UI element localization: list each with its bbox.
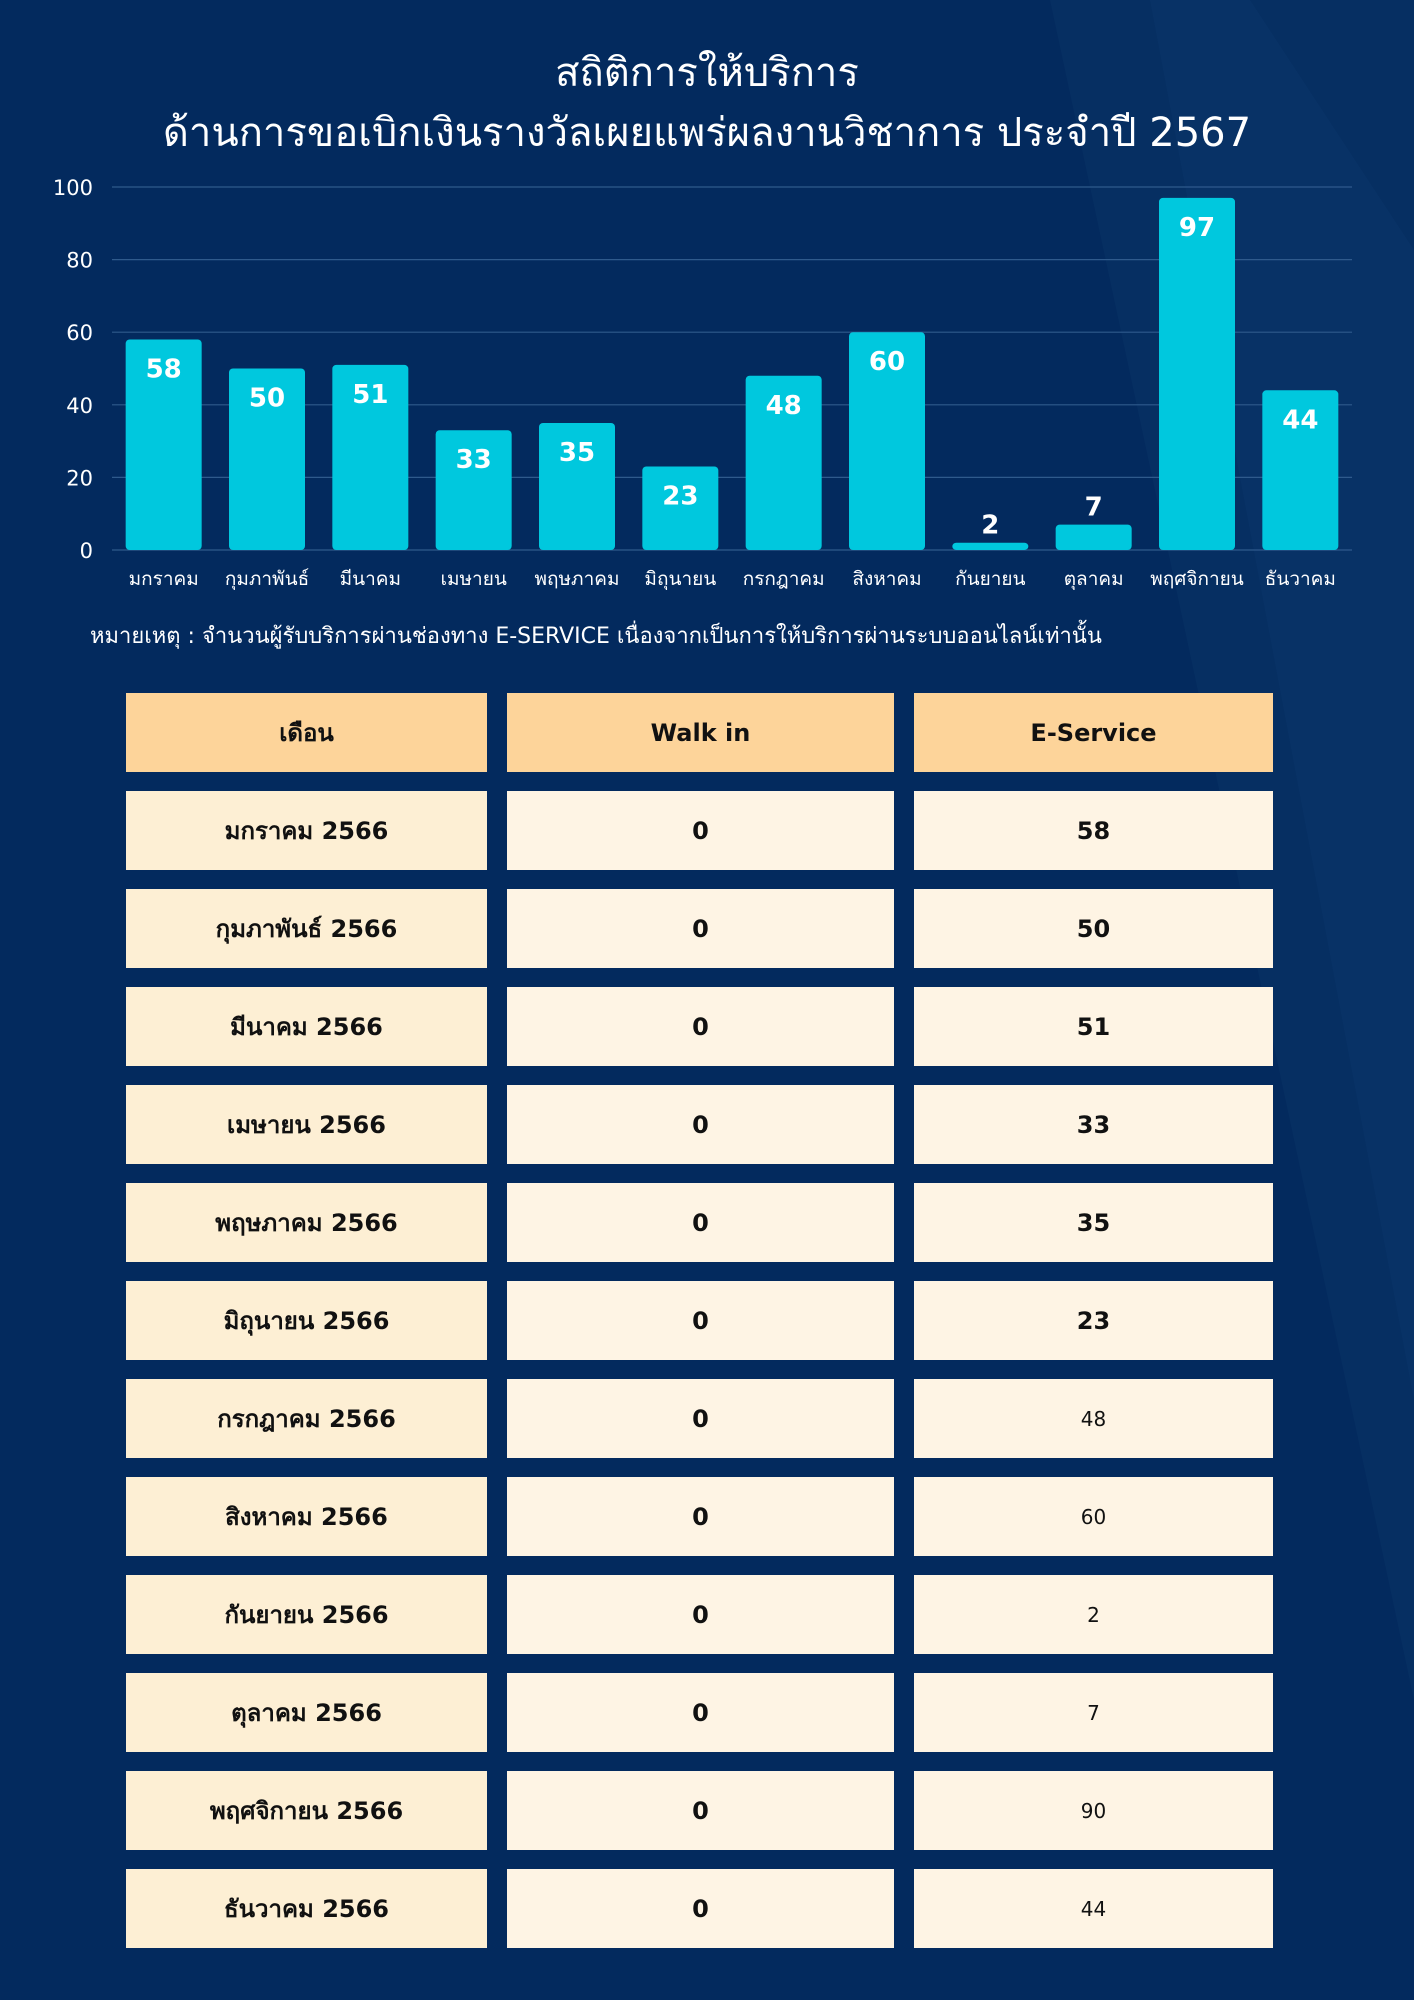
x-category-label: ธันวาคม [1265,568,1336,590]
eservice-cell: 48 [914,1379,1273,1458]
bar-1 [125,339,202,550]
eservice-cell: 50 [914,889,1273,968]
y-tick-label: 0 [80,539,93,563]
walkin-cell: 0 [507,1575,894,1654]
table-header-month: เดือน [126,693,487,772]
eservice-cell: 58 [914,791,1273,870]
bar-11 [1159,197,1235,550]
x-category-label: มกราคม [129,568,199,590]
month-cell: ธันวาคม 2566 [126,1869,487,1948]
walkin-cell: 0 [507,1869,894,1948]
month-cell: พฤษภาคม 2566 [126,1183,487,1262]
data-label: 48 [766,391,802,421]
eservice-cell: 51 [914,987,1273,1066]
month-cell: พฤศจิกายน 2566 [126,1771,487,1850]
month-cell: มกราคม 2566 [126,791,487,870]
x-category-label: มิถุนายน [644,568,716,591]
walkin-cell: 0 [507,1771,894,1850]
walkin-cell: 0 [507,1085,894,1164]
x-category-label: สิงหาคม [852,568,921,590]
bar-2 [229,368,305,550]
month-cell: กุมภาพันธ์ 2566 [126,889,487,968]
month-cell: กรกฎาคม 2566 [126,1379,487,1458]
walkin-cell: 0 [507,987,894,1066]
bar-8 [849,332,925,550]
footnote: หมายเหตุ : จำนวนผู้รับบริการผ่านช่องทาง … [90,624,1102,649]
x-category-label: เมษายน [440,568,506,590]
month-cell: เมษายน 2566 [126,1085,487,1164]
month-cell: ตุลาคม 2566 [126,1673,487,1752]
bar-9 [952,542,1029,550]
data-label: 58 [146,354,182,384]
data-label: 7 [1085,493,1103,523]
walkin-cell: 0 [507,889,894,968]
x-category-label: กรกฎาคม [743,568,825,590]
bar-7 [745,375,822,550]
walkin-cell: 0 [507,1281,894,1360]
data-label: 33 [456,445,492,475]
eservice-cell: 44 [914,1869,1273,1948]
data-label: 50 [249,384,285,414]
eservice-cell: 90 [914,1771,1273,1850]
x-category-label: กันยายน [955,568,1025,590]
x-category-label: กุมภาพันธ์ [225,568,309,591]
data-label: 60 [869,347,905,377]
eservice-cell: 35 [914,1183,1273,1262]
data-label: 44 [1282,405,1318,435]
y-tick-label: 100 [53,176,93,200]
bar-12 [1262,390,1339,550]
table-header-walkin: Walk in [507,693,894,772]
data-label: 2 [981,511,999,541]
month-cell: สิงหาคม 2566 [126,1477,487,1556]
x-category-label: มีนาคม [340,568,401,590]
y-tick-label: 40 [66,394,93,418]
chart-title-line-2: ด้านการขอเบิกเงินรางวัลเผยแพร่ผลงานวิชาก… [162,110,1252,156]
data-label: 23 [662,482,698,512]
bar-5 [539,422,615,550]
data-label: 97 [1179,213,1215,243]
chart-title-line-1: สถิติการให้บริการ [555,50,859,96]
bar-chart: 0 20 40 60 80 100 58 มกราคม 50 กุมภาพันธ์ 51 มีนาคม… [53,176,1352,591]
eservice-cell: 23 [914,1281,1273,1360]
data-label: 35 [559,438,595,468]
bar-10 [1055,524,1132,550]
x-category-label: พฤษภาคม [535,568,620,590]
bar-4 [435,430,512,550]
eservice-cell: 7 [914,1673,1273,1752]
month-cell: มีนาคม 2566 [126,987,487,1066]
table-header-eservice: E-Service [914,693,1273,772]
data-label: 51 [352,380,388,410]
walkin-cell: 0 [507,1477,894,1556]
x-category-label: พฤศจิกายน [1150,568,1244,590]
month-cell: มิถุนายน 2566 [126,1281,487,1360]
bar-3 [332,364,409,550]
y-tick-label: 60 [66,321,93,345]
x-category-label: ตุลาคม [1064,568,1124,591]
eservice-cell: 33 [914,1085,1273,1164]
walkin-cell: 0 [507,1673,894,1752]
y-tick-label: 80 [66,249,93,273]
bar-6 [642,466,719,550]
walkin-cell: 0 [507,791,894,870]
eservice-cell: 2 [914,1575,1273,1654]
y-tick-label: 20 [66,466,93,490]
eservice-cell: 60 [914,1477,1273,1556]
walkin-cell: 0 [507,1379,894,1458]
walkin-cell: 0 [507,1183,894,1262]
month-cell: กันยายน 2566 [126,1575,487,1654]
